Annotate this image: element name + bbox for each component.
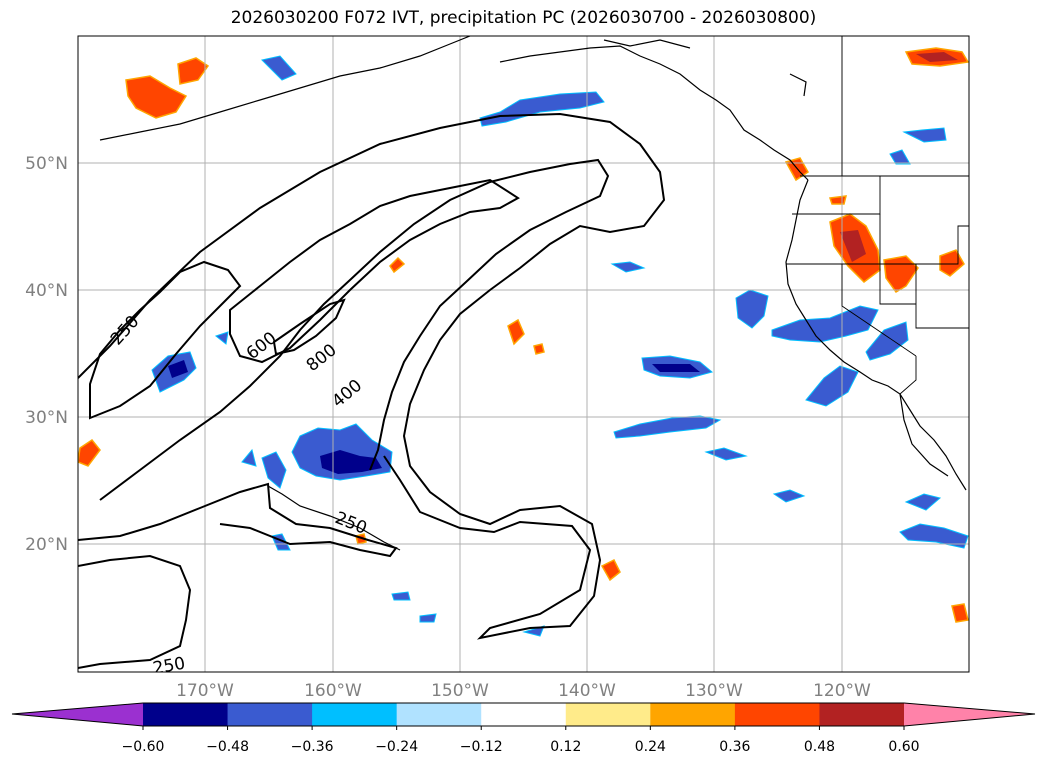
colorbar-under-arrow — [12, 703, 143, 726]
colorbar-tick-label: −0.36 — [291, 739, 334, 755]
map-title: 2026030200 F072 IVT, precipitation PC (2… — [230, 8, 817, 28]
precip-neg-region — [261, 55, 297, 81]
colorbar-tick-label: 0.12 — [550, 739, 581, 755]
colorbar-bin — [565, 703, 651, 726]
coastlines — [99, 36, 967, 551]
precip-neg-region — [805, 365, 859, 407]
precip-neg-region — [902, 127, 947, 143]
colorbar-bin — [227, 703, 313, 726]
precip-neg-region — [419, 613, 437, 623]
precip-neg-region — [865, 321, 909, 361]
precip-pos-region — [828, 195, 847, 205]
state-borders — [786, 36, 969, 395]
lon-label-120w: 120°W — [813, 681, 871, 701]
precip-pos-region — [840, 230, 866, 262]
colorbar-tick-label: 0.60 — [888, 739, 919, 755]
ivt-contour-250b — [78, 482, 398, 558]
colorbar-tick-label: −0.48 — [206, 739, 249, 755]
precip-positive-regions — [78, 47, 969, 623]
precip-neg-region — [771, 305, 879, 343]
map-border — [77, 35, 970, 673]
colorbar-tick-label: 0.24 — [635, 739, 666, 755]
ivt-contour-400-west — [89, 260, 242, 420]
precip-neg-region — [704, 447, 748, 461]
precip-pos-region — [125, 75, 188, 119]
colorbar-bins — [143, 703, 905, 726]
precip-pos-region — [507, 318, 525, 346]
precip-neg-region — [904, 493, 942, 511]
ivt-contour-250c — [78, 554, 192, 669]
ivt-contour-800 — [272, 298, 346, 356]
precip-negative-regions — [151, 55, 969, 637]
colorbar-bin — [396, 703, 482, 726]
colorbar-bin — [312, 703, 398, 726]
lon-label-160w: 160°W — [304, 681, 362, 701]
precip-pos-region — [951, 603, 969, 623]
precip-neg-region — [610, 261, 646, 273]
colorbar-tick-label: −0.60 — [122, 739, 165, 755]
precip-pos-region — [883, 255, 919, 293]
colorbar-bin — [481, 703, 567, 726]
precip-neg-region — [214, 331, 229, 345]
lon-label-150w: 150°W — [431, 681, 489, 701]
lon-labels: 170°W 160°W 150°W 140°W 130°W 120°W — [176, 681, 871, 701]
precip-neg-region — [772, 489, 806, 503]
ivt-contours — [78, 112, 666, 669]
precip-neg-region — [899, 523, 969, 549]
ivt-contour-250 — [78, 112, 666, 640]
precip-neg-region — [479, 91, 605, 127]
precip-pos-region — [600, 558, 621, 582]
precip-pos-region — [533, 343, 545, 355]
colorbar-tick-label: 0.36 — [719, 739, 750, 755]
colorbar-tick-label: −0.12 — [460, 739, 503, 755]
precip-pos-region — [916, 52, 958, 62]
lat-label-40: 40°N — [25, 281, 68, 301]
colorbar-bin — [650, 703, 736, 726]
ivt-contour-400 — [99, 158, 610, 501]
colorbar-bin — [819, 703, 905, 726]
lat-label-50: 50°N — [25, 154, 68, 174]
colorbar-ticks: −0.60 −0.48 −0.36 −0.24 −0.12 0.12 0.24 0.36 0.4… — [122, 726, 920, 755]
precip-neg-region — [652, 364, 700, 372]
precip-pos-region — [177, 57, 210, 85]
colorbar-tick-label: 0.48 — [804, 739, 835, 755]
lat-label-30: 30°N — [25, 408, 68, 428]
lon-label-170w: 170°W — [176, 681, 234, 701]
precip-neg-region — [241, 448, 257, 467]
precip-neg-region — [889, 149, 911, 165]
lat-label-20: 20°N — [25, 535, 68, 555]
lat-labels: 50°N 40°N 30°N 20°N — [25, 154, 68, 555]
lon-label-140w: 140°W — [558, 681, 616, 701]
precip-neg-region — [391, 591, 411, 601]
precip-neg-region — [261, 451, 287, 489]
colorbar-bin — [734, 703, 820, 726]
lon-label-130w: 130°W — [685, 681, 743, 701]
contour-label-250-bottom: 250 — [151, 654, 186, 679]
colorbar-tick-label: −0.24 — [375, 739, 418, 755]
precip-pos-region — [389, 256, 406, 274]
precip-neg-region — [320, 450, 382, 474]
colorbar-over-arrow — [904, 703, 1035, 726]
map-panel — [78, 36, 969, 672]
precip-neg-region — [613, 415, 722, 439]
precip-neg-region — [168, 360, 188, 378]
colorbar: −0.60 −0.48 −0.36 −0.24 −0.12 0.12 0.24 0.36 0.4… — [11, 702, 1036, 755]
colorbar-bin — [143, 703, 229, 726]
